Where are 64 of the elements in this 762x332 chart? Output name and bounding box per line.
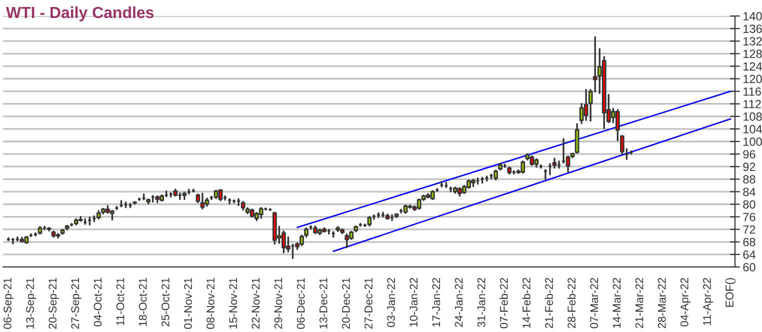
candlestick	[367, 216, 372, 227]
x-tick-label: 27-Sep-21	[71, 278, 82, 329]
x-tick-label: 31-Jan-22	[477, 278, 486, 328]
x-tick-label: 27-Dec-21	[364, 278, 372, 329]
x-tick-label: 10-Jan-22	[410, 278, 418, 327]
x-tick-label: 15-Nov-21	[229, 278, 238, 328]
x-tick-label: 14-Feb-22	[522, 278, 530, 328]
y-tick-label: 108	[744, 112, 762, 121]
x-tick-label: 04-Oct-21	[94, 278, 102, 326]
y-tick-label: 92	[743, 162, 756, 171]
x-tick-label: 11-Apr-22	[703, 278, 714, 326]
x-tick-label: 08-Nov-21	[206, 278, 214, 329]
x-tick-label: 13-Dec-21	[319, 278, 328, 328]
x-tick-label: 28-Mar-22	[658, 278, 666, 328]
y-tick-label: 104	[744, 124, 762, 134]
x-tick-label: 03-Jan-22	[387, 278, 395, 328]
x-tick-label: 21-Feb-22	[544, 278, 553, 328]
candlestick	[588, 88, 593, 122]
x-tick-label: 24-Jan-22	[454, 278, 463, 327]
y-tick-label: 140	[744, 12, 762, 20]
x-tick-label: 04-Apr-22	[680, 278, 691, 326]
x-tick-label: 22-Nov-21	[252, 278, 260, 329]
x-tick-label: 07-Mar-22	[590, 278, 598, 328]
x-tick-label: 18-Oct-21	[138, 278, 147, 326]
y-tick-label: 112	[744, 100, 761, 108]
y-tick-label: 100	[744, 138, 762, 146]
y-tick-label: 88	[743, 175, 756, 184]
y-tick-label: 72	[743, 225, 756, 234]
x-tick-label: 14-Mar-22	[612, 278, 621, 328]
y-tick-label: 120	[744, 74, 762, 84]
x-tick-label: 11-Oct-21	[116, 278, 124, 326]
x-tick-label: 20-Sep-21	[48, 278, 59, 329]
y-tick-label: 116	[744, 87, 761, 96]
x-tick-label: 06-Dec-21	[296, 278, 305, 329]
x-tick-label: 29-Nov-21	[274, 278, 282, 329]
candlestick	[258, 206, 264, 219]
x-tick-label: EOF()	[725, 278, 736, 307]
candlestick	[200, 192, 205, 210]
y-tick-label: 128	[744, 50, 762, 58]
y-tick-label: 60	[743, 263, 756, 272]
candlestick	[574, 123, 580, 154]
y-tick-label: 124	[744, 62, 762, 70]
y-tick-label: 80	[743, 200, 756, 209]
x-tick-label: 07-Feb-22	[500, 278, 508, 328]
x-tick-label: 28-Feb-22	[567, 278, 576, 328]
y-tick-label: 136	[744, 24, 762, 33]
x-tick-label: 13-Sep-21	[26, 278, 36, 328]
candlestick	[344, 233, 350, 248]
x-tick-label: 17-Jan-22	[432, 278, 440, 327]
candlestick	[584, 88, 588, 121]
candlestick	[494, 170, 498, 181]
y-tick-label: 64	[743, 250, 756, 259]
y-tick-label: 68	[743, 238, 756, 246]
y-tick-label: 76	[743, 212, 756, 222]
y-tick-label: 84	[743, 188, 756, 196]
x-tick-label: 06-Sep-21	[4, 278, 14, 329]
x-tick-label: 21-Mar-22	[635, 278, 644, 328]
y-tick-label: 96	[743, 150, 756, 158]
candlestick	[218, 189, 223, 202]
y-tick-label: 132	[744, 37, 762, 46]
x-tick-label: 25-Oct-21	[161, 278, 170, 326]
x-tick-label: 01-Nov-21	[184, 278, 192, 329]
chart-title: WTI - Daily Candles	[6, 6, 154, 22]
x-tick-label: 20-Dec-21	[342, 278, 350, 329]
